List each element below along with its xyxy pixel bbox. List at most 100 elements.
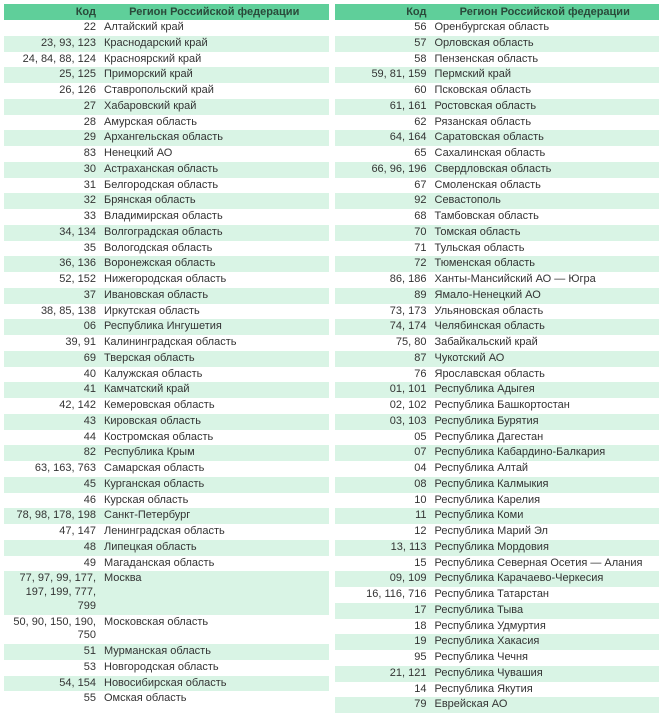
table-row: 50, 90, 150, 190, 750Московская область [4, 615, 329, 645]
code-cell: 31 [4, 178, 100, 194]
table-row: 59, 81, 159Пермский край [335, 67, 660, 83]
code-cell: 01, 101 [335, 382, 431, 398]
table-row: 69Тверская область [4, 351, 329, 367]
code-cell: 10 [335, 493, 431, 509]
code-cell: 63, 163, 763 [4, 461, 100, 477]
code-cell: 55 [4, 691, 100, 707]
table-row: 21, 121Республика Чувашия [335, 666, 660, 682]
code-cell: 09, 109 [335, 571, 431, 587]
table-row: 62Рязанская область [335, 115, 660, 131]
code-cell: 29 [4, 130, 100, 146]
region-cell: Оренбургская область [431, 20, 660, 36]
code-cell: 89 [335, 288, 431, 304]
table-row: 52, 152Нижегородская область [4, 272, 329, 288]
table-row: 47, 147Ленинградская область [4, 524, 329, 540]
right-column: Код Регион Российской федерации 56Оренбу… [335, 4, 660, 713]
region-cell: Омская область [100, 691, 329, 707]
table-row: 48Липецкая область [4, 540, 329, 556]
code-header: Код [335, 4, 431, 20]
code-cell: 72 [335, 256, 431, 272]
region-cell: Республика Удмуртия [431, 619, 660, 635]
region-cell: Санкт-Петербург [100, 508, 329, 524]
code-cell: 04 [335, 461, 431, 477]
table-row: 63, 163, 763Самарская область [4, 461, 329, 477]
region-cell: Республика Татарстан [431, 587, 660, 603]
table-row: 55Омская область [4, 691, 329, 707]
code-cell: 68 [335, 209, 431, 225]
code-cell: 28 [4, 115, 100, 131]
code-cell: 71 [335, 241, 431, 257]
region-cell: Орловская область [431, 36, 660, 52]
table-row: 25, 125Приморский край [4, 67, 329, 83]
table-row: 60Псковская область [335, 83, 660, 99]
region-cell: Вологодская область [100, 241, 329, 257]
code-cell: 16, 116, 716 [335, 587, 431, 603]
code-cell: 58 [335, 52, 431, 68]
code-cell: 24, 84, 88, 124 [4, 52, 100, 68]
region-cell: Нижегородская область [100, 272, 329, 288]
code-cell: 37 [4, 288, 100, 304]
region-cell: Забайкальский край [431, 335, 660, 351]
table-row: 68Тамбовская область [335, 209, 660, 225]
code-cell: 73, 173 [335, 304, 431, 320]
region-cell: Владимирская область [100, 209, 329, 225]
code-cell: 47, 147 [4, 524, 100, 540]
region-cell: Калининградская область [100, 335, 329, 351]
region-cell: Республика Северная Осетия — Алания [431, 556, 660, 572]
table-row: 41Камчатский край [4, 382, 329, 398]
region-cell: Кемеровская область [100, 398, 329, 414]
code-cell: 59, 81, 159 [335, 67, 431, 83]
code-cell: 83 [4, 146, 100, 162]
region-cell: Республика Бурятия [431, 414, 660, 430]
table-row: 34, 134Волгоградская область [4, 225, 329, 241]
table-row: 42, 142Кемеровская область [4, 398, 329, 414]
region-cell: Красноярский край [100, 52, 329, 68]
code-cell: 49 [4, 556, 100, 572]
region-cell: Белгородская область [100, 178, 329, 194]
region-cell: Псковская область [431, 83, 660, 99]
region-cell: Республика Якутия [431, 682, 660, 698]
code-cell: 74, 174 [335, 319, 431, 335]
table-row: 04Республика Алтай [335, 461, 660, 477]
table-row: 10Республика Карелия [335, 493, 660, 509]
code-cell: 50, 90, 150, 190, 750 [4, 615, 100, 645]
region-cell: Рязанская область [431, 115, 660, 131]
code-cell: 60 [335, 83, 431, 99]
code-cell: 14 [335, 682, 431, 698]
region-header: Регион Российской федерации [431, 4, 660, 20]
region-cell: Курганская область [100, 477, 329, 493]
code-cell: 18 [335, 619, 431, 635]
region-cell: Хабаровский край [100, 99, 329, 115]
table-row: 65Сахалинская область [335, 146, 660, 162]
region-cell: Республика Карачаево-Черкесия [431, 571, 660, 587]
region-cell: Магаданская область [100, 556, 329, 572]
table-row: 28Амурская область [4, 115, 329, 131]
code-cell: 57 [335, 36, 431, 52]
region-codes-table-right: Код Регион Российской федерации 56Оренбу… [335, 4, 660, 713]
region-cell: Челябинская область [431, 319, 660, 335]
table-row: 29Архангельская область [4, 130, 329, 146]
region-cell: Пензенская область [431, 52, 660, 68]
table-row: 87Чукотский АО [335, 351, 660, 367]
table-row: 82Республика Крым [4, 445, 329, 461]
code-cell: 78, 98, 178, 198 [4, 508, 100, 524]
table-row: 45Курганская область [4, 477, 329, 493]
code-cell: 25, 125 [4, 67, 100, 83]
region-cell: Курская область [100, 493, 329, 509]
region-cell: Республика Калмыкия [431, 477, 660, 493]
code-cell: 27 [4, 99, 100, 115]
region-cell: Республика Алтай [431, 461, 660, 477]
table-row: 53Новгородская область [4, 660, 329, 676]
region-cell: Мурманская область [100, 644, 329, 660]
region-cell: Калужская область [100, 367, 329, 383]
code-cell: 32 [4, 193, 100, 209]
table-row: 40Калужская область [4, 367, 329, 383]
region-cell: Тюменская область [431, 256, 660, 272]
code-cell: 79 [335, 697, 431, 713]
region-cell: Воронежская область [100, 256, 329, 272]
table-row: 43Кировская область [4, 414, 329, 430]
table-row: 31Белгородская область [4, 178, 329, 194]
code-cell: 52, 152 [4, 272, 100, 288]
code-cell: 02, 102 [335, 398, 431, 414]
code-cell: 86, 186 [335, 272, 431, 288]
